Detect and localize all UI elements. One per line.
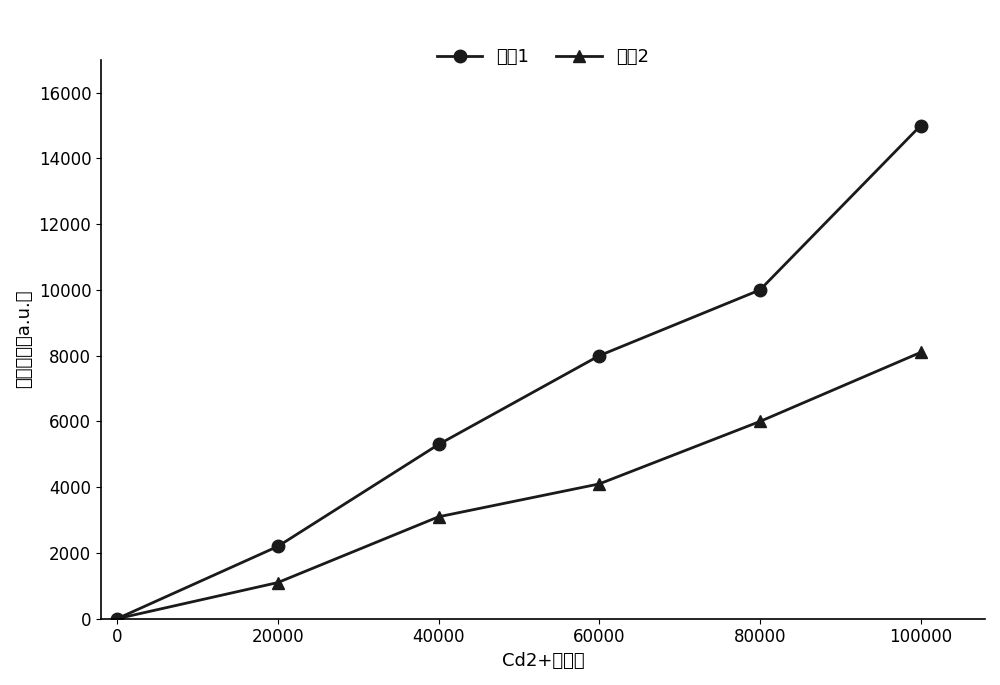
系列2 bbox=[111, 614, 123, 623]
Legend: 系列1, 系列2: 系列1, 系列2 bbox=[430, 41, 656, 73]
系列2 bbox=[915, 348, 927, 356]
系列2 bbox=[272, 578, 284, 586]
系列1 bbox=[754, 286, 766, 294]
系列1 bbox=[915, 121, 927, 129]
系列2 bbox=[593, 479, 605, 488]
系列1 bbox=[593, 351, 605, 360]
系列1 bbox=[272, 543, 284, 551]
Line: 系列2: 系列2 bbox=[111, 346, 927, 625]
系列2 bbox=[754, 417, 766, 425]
系列1 bbox=[111, 614, 123, 623]
X-axis label: Cd2+的浓度: Cd2+的浓度 bbox=[502, 652, 584, 670]
Line: 系列1: 系列1 bbox=[111, 119, 927, 625]
Y-axis label: 荧光强度（a.u.）: 荧光强度（a.u.） bbox=[15, 290, 33, 388]
系列1 bbox=[433, 440, 445, 449]
系列2 bbox=[433, 512, 445, 521]
